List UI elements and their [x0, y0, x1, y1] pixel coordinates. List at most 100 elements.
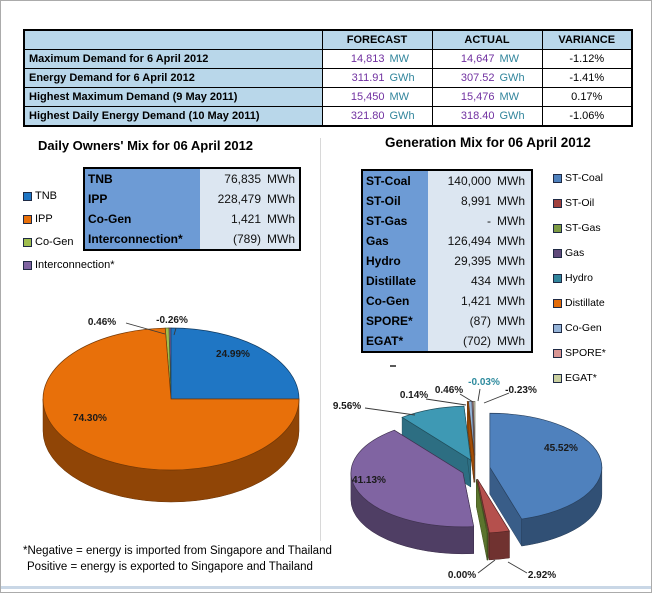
- mix-unit[interactable]: MWh: [494, 251, 532, 271]
- value-unit: GWh: [389, 72, 415, 84]
- value-number: 15,450: [350, 91, 385, 103]
- mix-value[interactable]: (87): [428, 311, 494, 331]
- legend-item-tnb[interactable]: TNB: [23, 190, 115, 202]
- svg-text:45.52%: 45.52%: [544, 443, 578, 454]
- mix-unit[interactable]: MWh: [494, 211, 532, 231]
- mix-label[interactable]: ST-Oil: [362, 191, 428, 211]
- legend-swatch-icon: [23, 191, 32, 201]
- legend-item-interconnection[interactable]: Interconnection*: [23, 259, 115, 271]
- mix-label[interactable]: SPORE*: [362, 311, 428, 331]
- mix-unit[interactable]: MWh: [494, 191, 532, 211]
- mix-value[interactable]: (789): [200, 229, 264, 250]
- header-variance[interactable]: VARIANCE: [541, 29, 633, 50]
- legend-label: ST-Coal: [565, 172, 603, 184]
- mix-unit[interactable]: MWh: [494, 311, 532, 331]
- table-row: Hydro 29,395 MWh: [362, 251, 532, 271]
- bottom-edge-strip: [1, 586, 651, 589]
- legend-item-distillate[interactable]: Distillate: [553, 297, 606, 309]
- mix-value[interactable]: 1,421: [428, 291, 494, 311]
- mix-label[interactable]: TNB: [84, 168, 200, 189]
- legend-label: Distillate: [565, 297, 605, 309]
- mix-unit[interactable]: MWh: [494, 331, 532, 352]
- mix-label[interactable]: EGAT*: [362, 331, 428, 352]
- forecast-value[interactable]: 14,813 MW: [321, 49, 433, 69]
- table-row: Highest Maximum Demand (9 May 2011) 15,4…: [23, 87, 633, 107]
- legend-item-gas[interactable]: Gas: [553, 247, 606, 259]
- mix-value[interactable]: 76,835: [200, 168, 264, 189]
- actual-value[interactable]: 307.52 GWh: [431, 68, 543, 88]
- legend-item-hydro[interactable]: Hydro: [553, 272, 606, 284]
- footnote-line-1: *Negative = energy is imported from Sing…: [23, 545, 332, 557]
- forecast-value[interactable]: 15,450 MW: [321, 87, 433, 107]
- mix-value[interactable]: 8,991: [428, 191, 494, 211]
- mix-value[interactable]: 140,000: [428, 170, 494, 191]
- value-unit: MW: [499, 91, 520, 103]
- footnote: *Negative = energy is imported from Sing…: [23, 543, 332, 575]
- mix-label[interactable]: Hydro: [362, 251, 428, 271]
- mix-value[interactable]: 126,494: [428, 231, 494, 251]
- actual-value[interactable]: 15,476 MW: [431, 87, 543, 107]
- row-label[interactable]: Maximum Demand for 6 April 2012: [23, 49, 323, 69]
- legend-item-cogen[interactable]: Co-Gen: [553, 322, 606, 334]
- header-forecast[interactable]: FORECAST: [321, 29, 433, 50]
- mix-label[interactable]: ST-Coal: [362, 170, 428, 191]
- mix-unit[interactable]: MWh: [494, 291, 532, 311]
- mix-value[interactable]: 29,395: [428, 251, 494, 271]
- owners-mix-pie[interactable]: 24.99% 74.30% 0.46% -0.26%: [42, 315, 300, 503]
- legend-item-st-gas[interactable]: ST-Gas: [553, 222, 606, 234]
- mix-unit[interactable]: MWh: [264, 209, 300, 229]
- mix-label[interactable]: ST-Gas: [362, 211, 428, 231]
- mix-value[interactable]: 1,421: [200, 209, 264, 229]
- row-label[interactable]: Highest Daily Energy Demand (10 May 2011…: [23, 106, 323, 127]
- actual-value[interactable]: 318.40 GWh: [431, 106, 543, 127]
- mix-unit[interactable]: MWh: [264, 189, 300, 209]
- legend-item-cogen[interactable]: Co-Gen: [23, 236, 115, 248]
- mix-label[interactable]: Gas: [362, 231, 428, 251]
- legend-swatch-icon: [23, 237, 32, 247]
- mix-unit[interactable]: MWh: [264, 168, 300, 189]
- mix-value[interactable]: 228,479: [200, 189, 264, 209]
- variance-value[interactable]: -1.06%: [541, 106, 633, 127]
- variance-value[interactable]: -1.12%: [541, 49, 633, 69]
- legend-label: ST-Oil: [565, 197, 595, 209]
- mix-unit[interactable]: MWh: [264, 229, 300, 250]
- corner-cell[interactable]: [23, 29, 323, 50]
- row-label[interactable]: Energy Demand for 6 April 2012: [23, 68, 323, 88]
- stray-mark: [390, 365, 396, 367]
- mix-label[interactable]: Co-Gen: [84, 209, 200, 229]
- table-row: Interconnection* (789) MWh: [84, 229, 300, 250]
- legend-item-ipp[interactable]: IPP: [23, 213, 115, 225]
- legend-label: IPP: [35, 213, 53, 225]
- actual-value[interactable]: 14,647 MW: [431, 49, 543, 69]
- mix-unit[interactable]: MWh: [494, 271, 532, 291]
- mix-label[interactable]: Distillate: [362, 271, 428, 291]
- legend-swatch-icon: [553, 273, 562, 283]
- mix-label[interactable]: IPP: [84, 189, 200, 209]
- generation-mix-pie[interactable]: 45.52% 2.92% 0.00% 41.13% 9.56% 0.14% 0.46% -0.…: [333, 377, 603, 581]
- forecast-value[interactable]: 311.91 GWh: [321, 68, 433, 88]
- svg-text:0.46%: 0.46%: [435, 385, 463, 396]
- header-actual[interactable]: ACTUAL: [431, 29, 543, 50]
- legend-item-egat[interactable]: EGAT*: [553, 372, 606, 384]
- variance-value[interactable]: -1.41%: [541, 68, 633, 88]
- legend-item-st-coal[interactable]: ST-Coal: [553, 172, 606, 184]
- legend-swatch-icon: [23, 214, 32, 224]
- row-label[interactable]: Highest Maximum Demand (9 May 2011): [23, 87, 323, 107]
- section-divider: [320, 138, 321, 541]
- variance-value[interactable]: 0.17%: [541, 87, 633, 107]
- legend-item-spore[interactable]: SPORE*: [553, 347, 606, 359]
- mix-value[interactable]: -: [428, 211, 494, 231]
- legend-label: Co-Gen: [35, 236, 74, 248]
- mix-value[interactable]: (702): [428, 331, 494, 352]
- mix-label[interactable]: Interconnection*: [84, 229, 200, 250]
- table-row: SPORE* (87) MWh: [362, 311, 532, 331]
- mix-value[interactable]: 434: [428, 271, 494, 291]
- value-unit: GWh: [389, 110, 415, 122]
- mix-label[interactable]: Co-Gen: [362, 291, 428, 311]
- mix-unit[interactable]: MWh: [494, 170, 532, 191]
- forecast-value[interactable]: 321.80 GWh: [321, 106, 433, 127]
- table-row: ST-Gas - MWh: [362, 211, 532, 231]
- mix-unit[interactable]: MWh: [494, 231, 532, 251]
- legend-item-st-oil[interactable]: ST-Oil: [553, 197, 606, 209]
- footnote-line-2: Positive = energy is exported to Singapo…: [27, 561, 313, 573]
